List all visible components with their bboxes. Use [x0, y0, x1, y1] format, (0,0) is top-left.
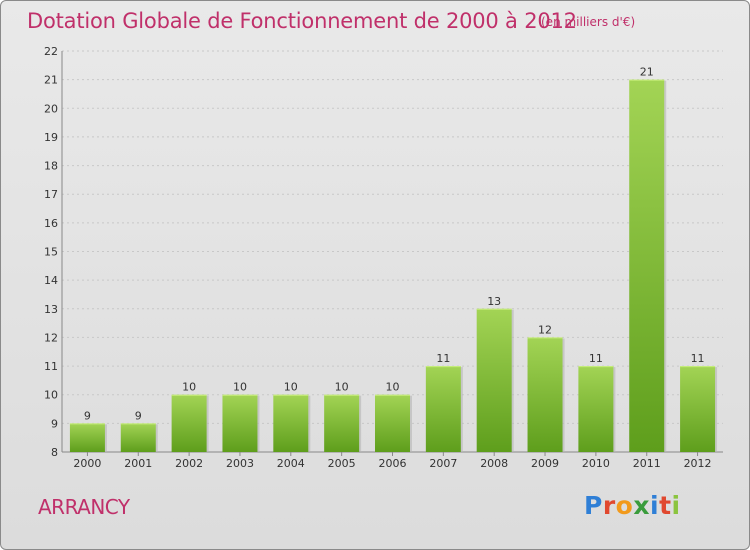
bar-value-label: 10 — [386, 381, 400, 394]
bar — [69, 423, 105, 452]
bar — [680, 366, 716, 452]
bar-value-label: 11 — [589, 352, 603, 365]
bar — [629, 79, 665, 453]
x-tick-label: 2011 — [633, 457, 661, 470]
bar-value-label: 11 — [436, 352, 450, 365]
y-tick-label: 17 — [44, 188, 58, 201]
x-tick-label: 2003 — [226, 457, 254, 470]
bar — [578, 366, 614, 452]
x-tick-label: 2007 — [429, 457, 457, 470]
chart-unit-note: (en milliers d'€) — [541, 15, 636, 29]
bar-value-label: 10 — [233, 381, 247, 394]
bar-value-label: 9 — [84, 409, 91, 422]
bar-value-label: 10 — [284, 381, 298, 394]
x-tick-label: 2001 — [124, 457, 152, 470]
y-tick-label: 20 — [44, 102, 58, 115]
y-tick-label: 15 — [44, 246, 58, 259]
y-tick-label: 8 — [51, 446, 58, 459]
y-tick-label: 22 — [44, 45, 58, 58]
x-tick-label: 2000 — [73, 457, 101, 470]
y-tick-label: 10 — [44, 389, 58, 402]
bar — [527, 337, 563, 452]
bar — [375, 394, 410, 452]
bar — [273, 394, 309, 452]
chart-title: Dotation Globale de Fonctionnement de 20… — [27, 9, 577, 33]
x-tick-label: 2005 — [328, 457, 356, 470]
bar — [171, 394, 207, 452]
labels: 8 9 10 11 12 13 14 15 16 17 18 19 20 21 22 9 2000 9 2001 10… — [44, 45, 712, 470]
y-tick-label: 18 — [44, 160, 58, 173]
bars — [69, 79, 718, 453]
bar-value-label: 13 — [487, 295, 501, 308]
bar-value-label: 9 — [135, 409, 142, 422]
bar — [425, 366, 461, 452]
x-tick-label: 2006 — [379, 457, 407, 470]
bar — [324, 394, 360, 452]
y-tick-label: 16 — [44, 217, 58, 230]
y-tick-label: 9 — [51, 417, 58, 430]
x-tick-label: 2009 — [531, 457, 559, 470]
y-tick-label: 11 — [44, 360, 58, 373]
bar-value-label: 12 — [538, 323, 552, 336]
x-tick-label: 2008 — [480, 457, 508, 470]
x-tick-label: 2002 — [175, 457, 203, 470]
bar — [476, 308, 512, 452]
x-tick-label: 2010 — [582, 457, 610, 470]
bar-value-label: 10 — [182, 381, 196, 394]
y-tick-label: 19 — [44, 131, 58, 144]
y-tick-label: 13 — [44, 303, 58, 316]
y-tick-label: 12 — [44, 331, 58, 344]
bar-value-label: 11 — [691, 352, 705, 365]
x-tick-label: 2012 — [684, 457, 712, 470]
y-tick-label: 14 — [44, 274, 58, 287]
proxiti-logo[interactable]: Proxiti — [584, 491, 681, 520]
commune-name: ARRANCY — [38, 495, 130, 519]
bar-value-label: 10 — [335, 381, 349, 394]
y-tick-label: 21 — [44, 74, 58, 87]
x-tick-label: 2004 — [277, 457, 305, 470]
bar — [222, 394, 258, 452]
bar — [120, 423, 156, 452]
bar-value-label: 21 — [640, 66, 654, 79]
